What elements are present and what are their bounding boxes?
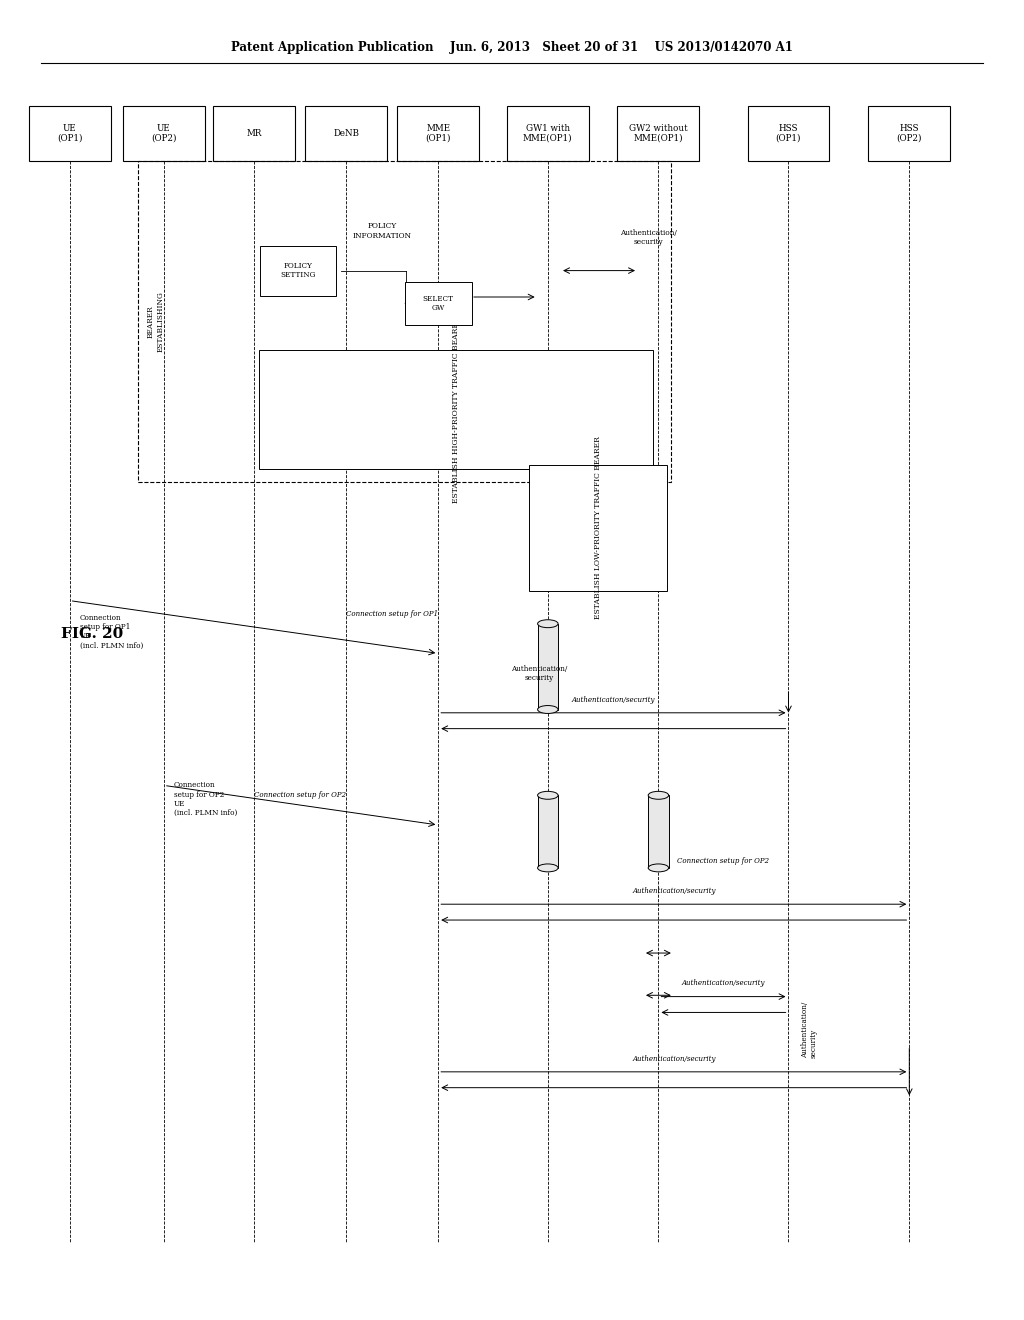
Text: UE
(OP2): UE (OP2): [152, 124, 176, 143]
Text: Authentication/security: Authentication/security: [571, 696, 655, 704]
Text: MME
(OP1): MME (OP1): [426, 124, 451, 143]
FancyBboxPatch shape: [617, 106, 699, 161]
FancyBboxPatch shape: [748, 106, 829, 161]
Text: Connection
setup for OP2
UE
(incl. PLMN info): Connection setup for OP2 UE (incl. PLMN …: [174, 781, 238, 817]
Text: DeNB: DeNB: [333, 129, 359, 137]
Text: SELECT
GW: SELECT GW: [423, 294, 454, 313]
Ellipse shape: [648, 791, 669, 799]
FancyBboxPatch shape: [868, 106, 950, 161]
Bar: [529, 466, 667, 591]
Text: UE
(OP1): UE (OP1): [57, 124, 82, 143]
Ellipse shape: [648, 865, 669, 873]
Text: FIG. 20: FIG. 20: [61, 627, 123, 640]
FancyBboxPatch shape: [305, 106, 387, 161]
Ellipse shape: [538, 705, 558, 713]
Text: MR: MR: [246, 129, 262, 137]
FancyBboxPatch shape: [29, 106, 111, 161]
FancyBboxPatch shape: [397, 106, 479, 161]
Text: Connection setup for OP1: Connection setup for OP1: [346, 610, 438, 618]
Ellipse shape: [538, 791, 558, 799]
Text: Authentication/security: Authentication/security: [632, 1055, 716, 1063]
Ellipse shape: [538, 865, 558, 873]
Text: GW2 without
MME(OP1): GW2 without MME(OP1): [629, 124, 688, 143]
Bar: [259, 350, 653, 469]
FancyBboxPatch shape: [123, 106, 205, 161]
Text: Authentication/security: Authentication/security: [632, 887, 716, 895]
Ellipse shape: [538, 620, 558, 628]
Bar: [138, 161, 671, 482]
Text: GW1 with
MME(OP1): GW1 with MME(OP1): [523, 124, 572, 143]
FancyBboxPatch shape: [260, 246, 337, 296]
FancyBboxPatch shape: [213, 106, 295, 161]
Text: Authentication/security: Authentication/security: [682, 979, 765, 987]
FancyBboxPatch shape: [404, 282, 471, 325]
Text: Connection setup for OP2: Connection setup for OP2: [254, 791, 346, 799]
Text: ESTABLISH HIGH-PRIORITY TRAFFIC BEARER: ESTABLISH HIGH-PRIORITY TRAFFIC BEARER: [453, 315, 460, 503]
Text: Authentication/
security: Authentication/ security: [511, 664, 568, 682]
Text: Connection
setup for OP1
UE
(incl. PLMN info): Connection setup for OP1 UE (incl. PLMN …: [80, 614, 143, 649]
Text: HSS
(OP1): HSS (OP1): [776, 124, 801, 143]
Text: BEARER
ESTABLISHING: BEARER ESTABLISHING: [147, 290, 164, 352]
Text: POLICY
SETTING: POLICY SETTING: [281, 261, 315, 280]
Text: Authentication/
security: Authentication/ security: [801, 1002, 818, 1057]
Text: POLICY
INFORMATION: POLICY INFORMATION: [352, 222, 412, 240]
Text: Patent Application Publication    Jun. 6, 2013   Sheet 20 of 31    US 2013/01420: Patent Application Publication Jun. 6, 2…: [231, 41, 793, 54]
FancyBboxPatch shape: [507, 106, 589, 161]
Text: Authentication/
security: Authentication/ security: [620, 228, 677, 247]
Text: HSS
(OP2): HSS (OP2): [897, 124, 922, 143]
Bar: [538, 795, 558, 869]
Text: Connection setup for OP2: Connection setup for OP2: [678, 857, 769, 865]
Text: ESTABLISH LOW-PRIORITY TRAFFIC BEARER: ESTABLISH LOW-PRIORITY TRAFFIC BEARER: [594, 437, 602, 619]
Bar: [538, 623, 558, 710]
Bar: [648, 795, 669, 869]
